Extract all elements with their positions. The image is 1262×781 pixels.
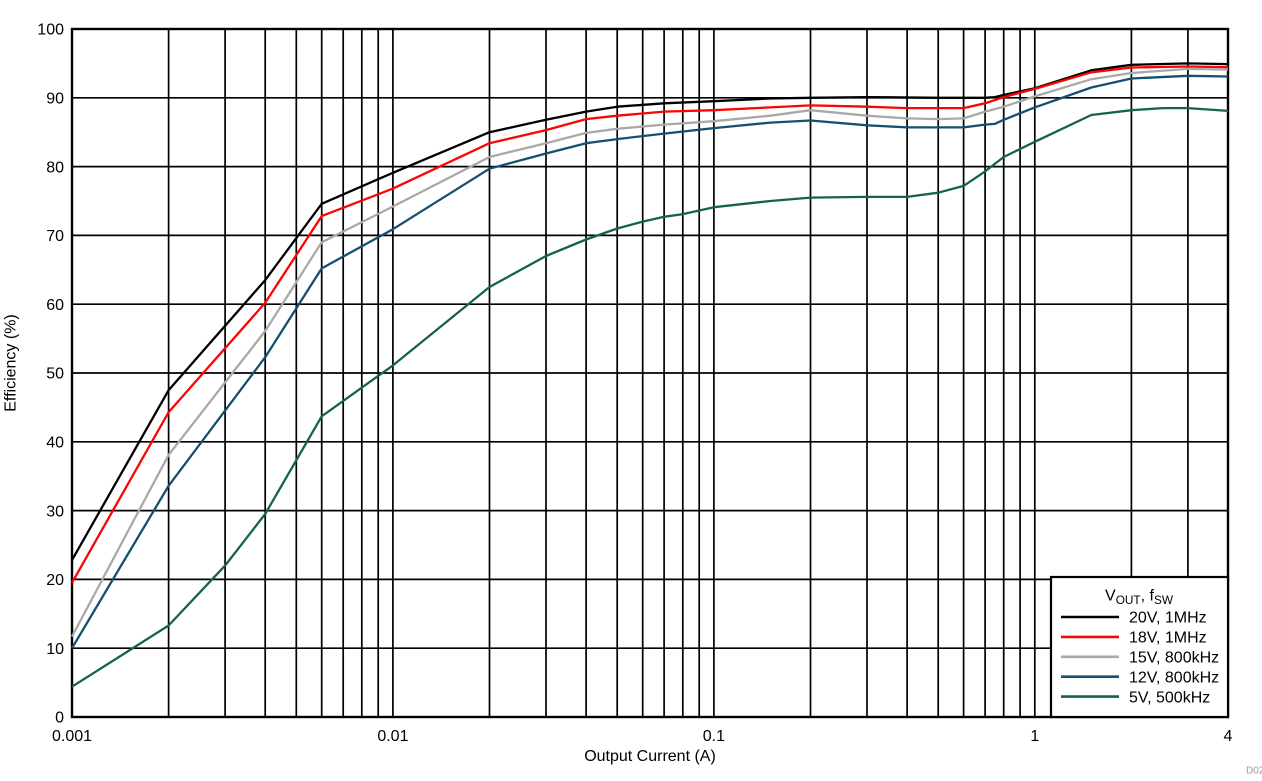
svg-text:12V, 800kHz: 12V, 800kHz [1129, 669, 1219, 686]
svg-text:60: 60 [46, 297, 64, 314]
svg-text:30: 30 [46, 503, 64, 520]
svg-text:0: 0 [55, 710, 64, 727]
svg-text:4: 4 [1224, 728, 1233, 745]
svg-text:20V, 1MHz: 20V, 1MHz [1129, 610, 1207, 627]
svg-text:Efficiency (%): Efficiency (%) [3, 314, 20, 412]
svg-text:VOUT, fSW: VOUT, fSW [1105, 588, 1174, 608]
svg-text:1: 1 [1030, 728, 1039, 745]
svg-text:90: 90 [46, 91, 64, 108]
svg-text:0.001: 0.001 [52, 728, 92, 745]
svg-text:100: 100 [37, 22, 64, 39]
svg-text:0.01: 0.01 [377, 728, 408, 745]
svg-text:50: 50 [46, 366, 64, 383]
svg-text:D02: D02 [1246, 766, 1262, 777]
svg-text:15V, 800kHz: 15V, 800kHz [1129, 650, 1219, 667]
svg-text:18V, 1MHz: 18V, 1MHz [1129, 630, 1207, 647]
svg-text:40: 40 [46, 435, 64, 452]
svg-text:20: 20 [46, 572, 64, 589]
svg-text:Output Current (A): Output Current (A) [584, 748, 716, 765]
svg-text:5V, 500kHz: 5V, 500kHz [1129, 689, 1210, 706]
svg-text:80: 80 [46, 159, 64, 176]
svg-text:70: 70 [46, 228, 64, 245]
svg-text:0.1: 0.1 [703, 728, 725, 745]
svg-text:10: 10 [46, 641, 64, 658]
